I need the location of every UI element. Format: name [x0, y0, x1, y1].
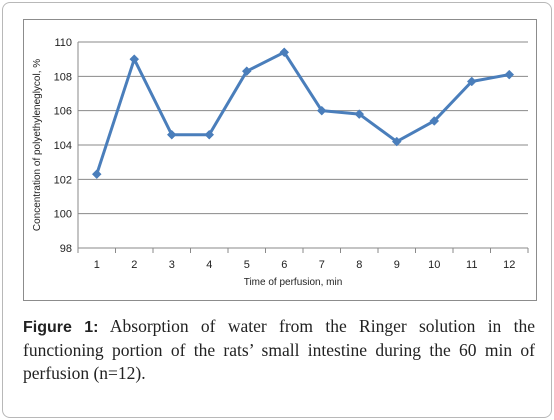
data-point [354, 109, 365, 119]
x-tick-label: 6 [281, 259, 287, 271]
data-point [129, 54, 140, 65]
data-point [204, 129, 215, 140]
y-tick-label: 108 [54, 71, 72, 83]
y-tick-label: 106 [54, 106, 72, 118]
data-point [279, 47, 290, 58]
y-tick-label: 102 [54, 174, 72, 186]
x-tick-label: 2 [131, 259, 137, 271]
x-tick-label: 12 [503, 259, 515, 271]
y-tick-label: 104 [54, 140, 72, 152]
y-axis-title: Concentration of polyethyleneglycol, % [32, 59, 43, 231]
data-point [466, 76, 477, 87]
x-tick-label: 7 [319, 259, 325, 271]
x-tick-label: 1 [94, 259, 100, 271]
x-tick-label: 11 [466, 259, 477, 271]
y-tick-label: 98 [60, 243, 72, 255]
series-line [95, 50, 510, 175]
data-point [91, 169, 102, 180]
data-point [166, 129, 177, 140]
x-tick-label: 5 [244, 259, 250, 271]
data-point [316, 105, 327, 116]
data-point [391, 136, 402, 147]
data-point [504, 69, 515, 80]
y-tick-label: 100 [54, 209, 72, 221]
x-tick-label: 4 [206, 259, 212, 271]
data-point [241, 66, 252, 77]
x-tick-label: 3 [169, 259, 175, 271]
chart-area: 98 100 102 104 106 108 110 1 2 3 4 5 6 7 8 9 10 11 12 Time … [23, 19, 537, 301]
x-tick-label: 9 [394, 259, 400, 271]
x-axis-title: Time of perfusion, min [244, 277, 343, 288]
y-tick-label: 110 [54, 37, 72, 49]
data-point [429, 116, 440, 126]
caption-text: Absorption of water from the Ringer solu… [23, 316, 536, 383]
figure-caption: Figure 1: Absorption of water from the R… [23, 315, 535, 385]
caption-label: Figure 1: [23, 319, 99, 336]
x-tick-label: 8 [356, 259, 362, 271]
x-tick-label: 10 [428, 259, 440, 271]
